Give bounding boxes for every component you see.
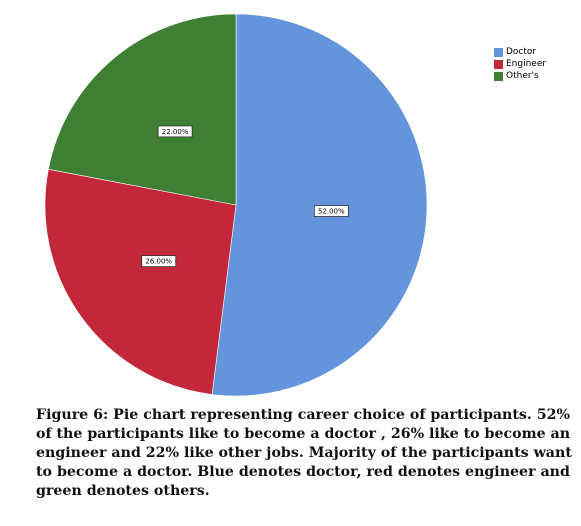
slice-others [48,13,237,206]
legend-label-engineer: Engineer [506,59,547,69]
slice-label-text: 26.00% [145,258,172,266]
legend-label-others: Other's [506,71,539,81]
legend-swatch-engineer [494,59,503,69]
slice-label-text: 52.00% [318,207,345,215]
figure-caption: Figure 6: Pie chart representing career … [36,407,572,499]
slice-doctor [211,13,428,397]
legend-item-doctor: Doctor [494,46,546,58]
legend-swatch-others [494,71,503,81]
legend-item-others: Other's [494,70,546,82]
slice-label-box [313,205,349,217]
legend-item-engineer: Engineer [494,58,546,70]
slice-label-engineer: 26.00% [141,255,177,268]
chart-legend: Doctor Engineer Other's [494,46,546,82]
slice-label-doctor: 52.00% [313,205,349,217]
slice-engineer [44,168,237,395]
pie-chart: 52.00% 26.00% 22.00% [44,13,428,397]
slice-label-box [157,125,193,138]
slice-label-text: 22.00% [162,128,189,136]
legend-label-doctor: Doctor [506,47,537,57]
slice-label-box [141,255,177,268]
slice-label-others: 22.00% [157,125,193,138]
legend-swatch-doctor [494,47,503,57]
